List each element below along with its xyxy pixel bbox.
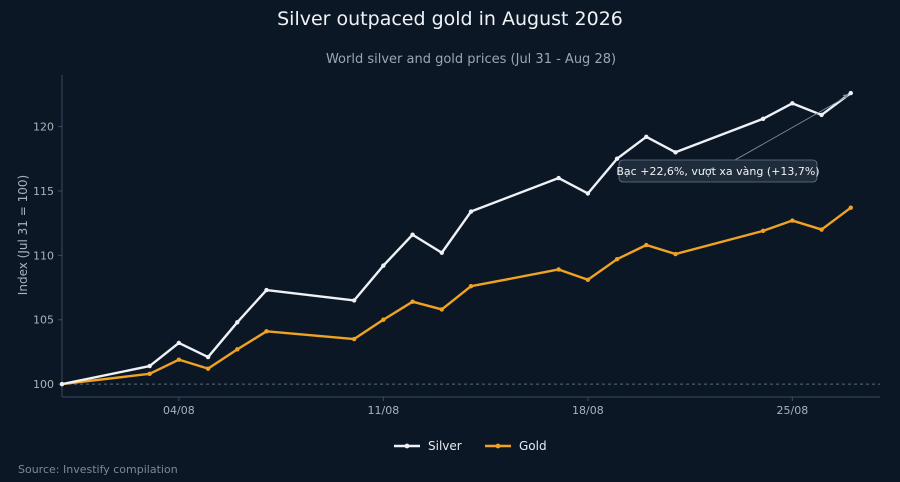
y-tick-label: 115 bbox=[33, 185, 54, 198]
chart-subtitle: World silver and gold prices (Jul 31 - A… bbox=[325, 52, 617, 67]
data-point-silver bbox=[439, 250, 444, 255]
chart-title: Silver outpaced gold in August 2026 bbox=[277, 8, 623, 30]
y-tick-label: 100 bbox=[33, 378, 54, 391]
data-point-silver bbox=[410, 232, 415, 237]
annotation-text: Bạc +22,6%, vượt xa vàng (+13,7%) bbox=[616, 165, 819, 178]
data-point-gold bbox=[381, 317, 386, 322]
data-point-silver bbox=[351, 298, 357, 303]
data-point-silver bbox=[819, 112, 824, 118]
y-tick-label: 110 bbox=[33, 249, 54, 262]
series-line-gold bbox=[61, 206, 852, 386]
y-tick-label: 120 bbox=[33, 121, 54, 134]
data-point-gold bbox=[819, 227, 824, 232]
legend-marker-silver bbox=[404, 443, 410, 449]
data-point-gold bbox=[410, 299, 415, 304]
data-point-silver bbox=[59, 381, 65, 387]
annotation-arrowhead bbox=[842, 94, 849, 100]
data-point-gold bbox=[585, 277, 591, 282]
x-tick-label: 18/08 bbox=[572, 404, 604, 417]
data-point-silver bbox=[848, 90, 853, 96]
source-note: Source: Investify compilation bbox=[18, 463, 178, 476]
data-point-gold bbox=[556, 267, 561, 272]
data-point-silver bbox=[205, 354, 211, 360]
annotation-box bbox=[618, 159, 818, 183]
data-point-gold bbox=[644, 242, 649, 248]
data-point-silver bbox=[381, 263, 386, 268]
data-point-gold bbox=[673, 251, 678, 257]
data-point-gold bbox=[147, 371, 152, 377]
data-point-silver bbox=[760, 116, 766, 121]
data-point-gold bbox=[760, 228, 766, 234]
data-point-gold bbox=[205, 366, 211, 371]
data-point-gold bbox=[351, 336, 357, 342]
legend: Silver Gold bbox=[394, 439, 547, 453]
legend-item-gold: Gold bbox=[485, 439, 547, 453]
x-axis-ticks: 04/08 11/08 18/08 25/08 bbox=[163, 397, 808, 417]
data-point-silver bbox=[673, 150, 678, 155]
legend-item-silver: Silver bbox=[394, 439, 462, 453]
data-point-silver bbox=[585, 191, 591, 196]
legend-marker-gold bbox=[495, 443, 501, 449]
axes bbox=[61, 75, 880, 398]
y-tick-label: 105 bbox=[33, 314, 54, 327]
data-point-gold bbox=[468, 284, 474, 289]
data-point-gold bbox=[614, 256, 620, 262]
data-point-silver bbox=[235, 320, 240, 325]
data-point-silver bbox=[790, 101, 795, 106]
data-point-silver bbox=[614, 156, 620, 161]
data-point-gold bbox=[439, 307, 444, 312]
series-gold bbox=[59, 205, 853, 387]
data-point-silver bbox=[468, 209, 474, 214]
annotation-arrow bbox=[734, 95, 848, 161]
data-point-gold bbox=[176, 357, 182, 362]
data-point-silver bbox=[556, 175, 561, 181]
series-layer bbox=[59, 90, 853, 387]
annotation: Bạc +22,6%, vượt xa vàng (+13,7%) bbox=[616, 94, 849, 183]
y-axis-title: Index (Jul 31 = 100) bbox=[16, 175, 30, 295]
series-silver bbox=[59, 90, 853, 387]
data-point-silver bbox=[644, 134, 649, 140]
y-axis-ticks: 100 105 110 115 120 bbox=[33, 121, 62, 391]
x-tick-label: 11/08 bbox=[368, 404, 400, 417]
series-line-silver bbox=[61, 92, 852, 386]
data-point-gold bbox=[790, 218, 795, 223]
data-point-silver bbox=[264, 287, 269, 293]
legend-label-gold: Gold bbox=[519, 439, 547, 453]
x-tick-label: 25/08 bbox=[777, 404, 809, 417]
data-point-gold bbox=[848, 205, 853, 210]
x-tick-label: 04/08 bbox=[163, 404, 195, 417]
legend-label-silver: Silver bbox=[428, 439, 462, 453]
data-point-gold bbox=[264, 329, 269, 334]
data-point-gold bbox=[235, 347, 240, 352]
data-point-silver bbox=[176, 340, 182, 346]
data-point-silver bbox=[147, 363, 152, 369]
